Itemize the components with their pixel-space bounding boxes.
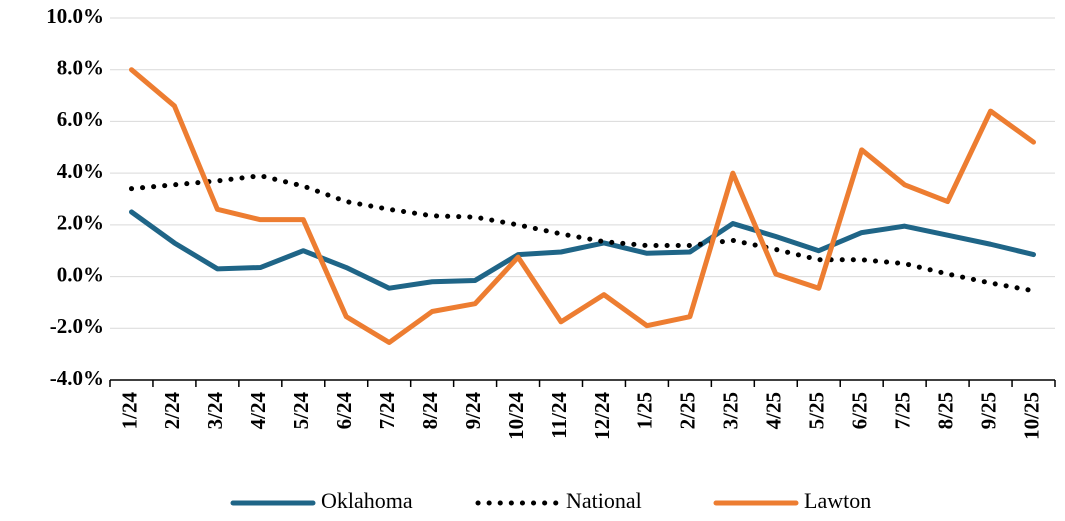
x-tick-label: 1/24 xyxy=(117,392,141,430)
x-tick-label: 9/24 xyxy=(461,392,485,430)
y-tick-label: 6.0% xyxy=(57,107,104,131)
x-tick-label: 11/24 xyxy=(547,392,571,439)
x-tick-label: 10/25 xyxy=(1019,392,1043,440)
y-tick-label: -4.0% xyxy=(50,366,104,390)
x-tick-label: 6/24 xyxy=(332,392,356,430)
x-tick-label: 2/25 xyxy=(676,392,700,429)
x-tick-label: 10/24 xyxy=(504,392,528,440)
y-tick-label: 8.0% xyxy=(57,56,104,80)
y-tick-label: 10.0% xyxy=(46,4,104,28)
x-tick-label: 3/24 xyxy=(203,392,227,430)
x-tick-label: 1/25 xyxy=(633,392,657,429)
series-line xyxy=(128,67,1037,346)
x-tick-label: 3/25 xyxy=(719,392,743,429)
x-tick-label: 6/25 xyxy=(848,392,872,429)
x-tick-label: 4/25 xyxy=(762,392,786,429)
legend-label: Lawton xyxy=(804,488,871,513)
x-tick-label: 4/24 xyxy=(246,392,270,430)
y-tick-label: 4.0% xyxy=(57,159,104,183)
legend-label: Oklahoma xyxy=(321,488,413,513)
x-tick-label: 8/25 xyxy=(933,392,957,429)
x-tick-label: 8/24 xyxy=(418,392,442,430)
y-tick-label: 2.0% xyxy=(57,211,104,235)
series-line xyxy=(128,173,1037,294)
series-line xyxy=(128,209,1037,291)
y-tick-label: 0.0% xyxy=(57,262,104,286)
x-tick-label: 7/25 xyxy=(890,392,914,429)
x-tick-label: 5/25 xyxy=(805,392,829,429)
x-tick-label: 2/24 xyxy=(160,392,184,430)
x-tick-label: 7/24 xyxy=(375,392,399,430)
x-tick-label: 5/24 xyxy=(289,392,313,430)
legend-label: National xyxy=(566,488,642,513)
y-tick-label: -2.0% xyxy=(50,314,104,338)
x-tick-label: 9/25 xyxy=(976,392,1000,429)
x-tick-label: 12/24 xyxy=(590,392,614,440)
